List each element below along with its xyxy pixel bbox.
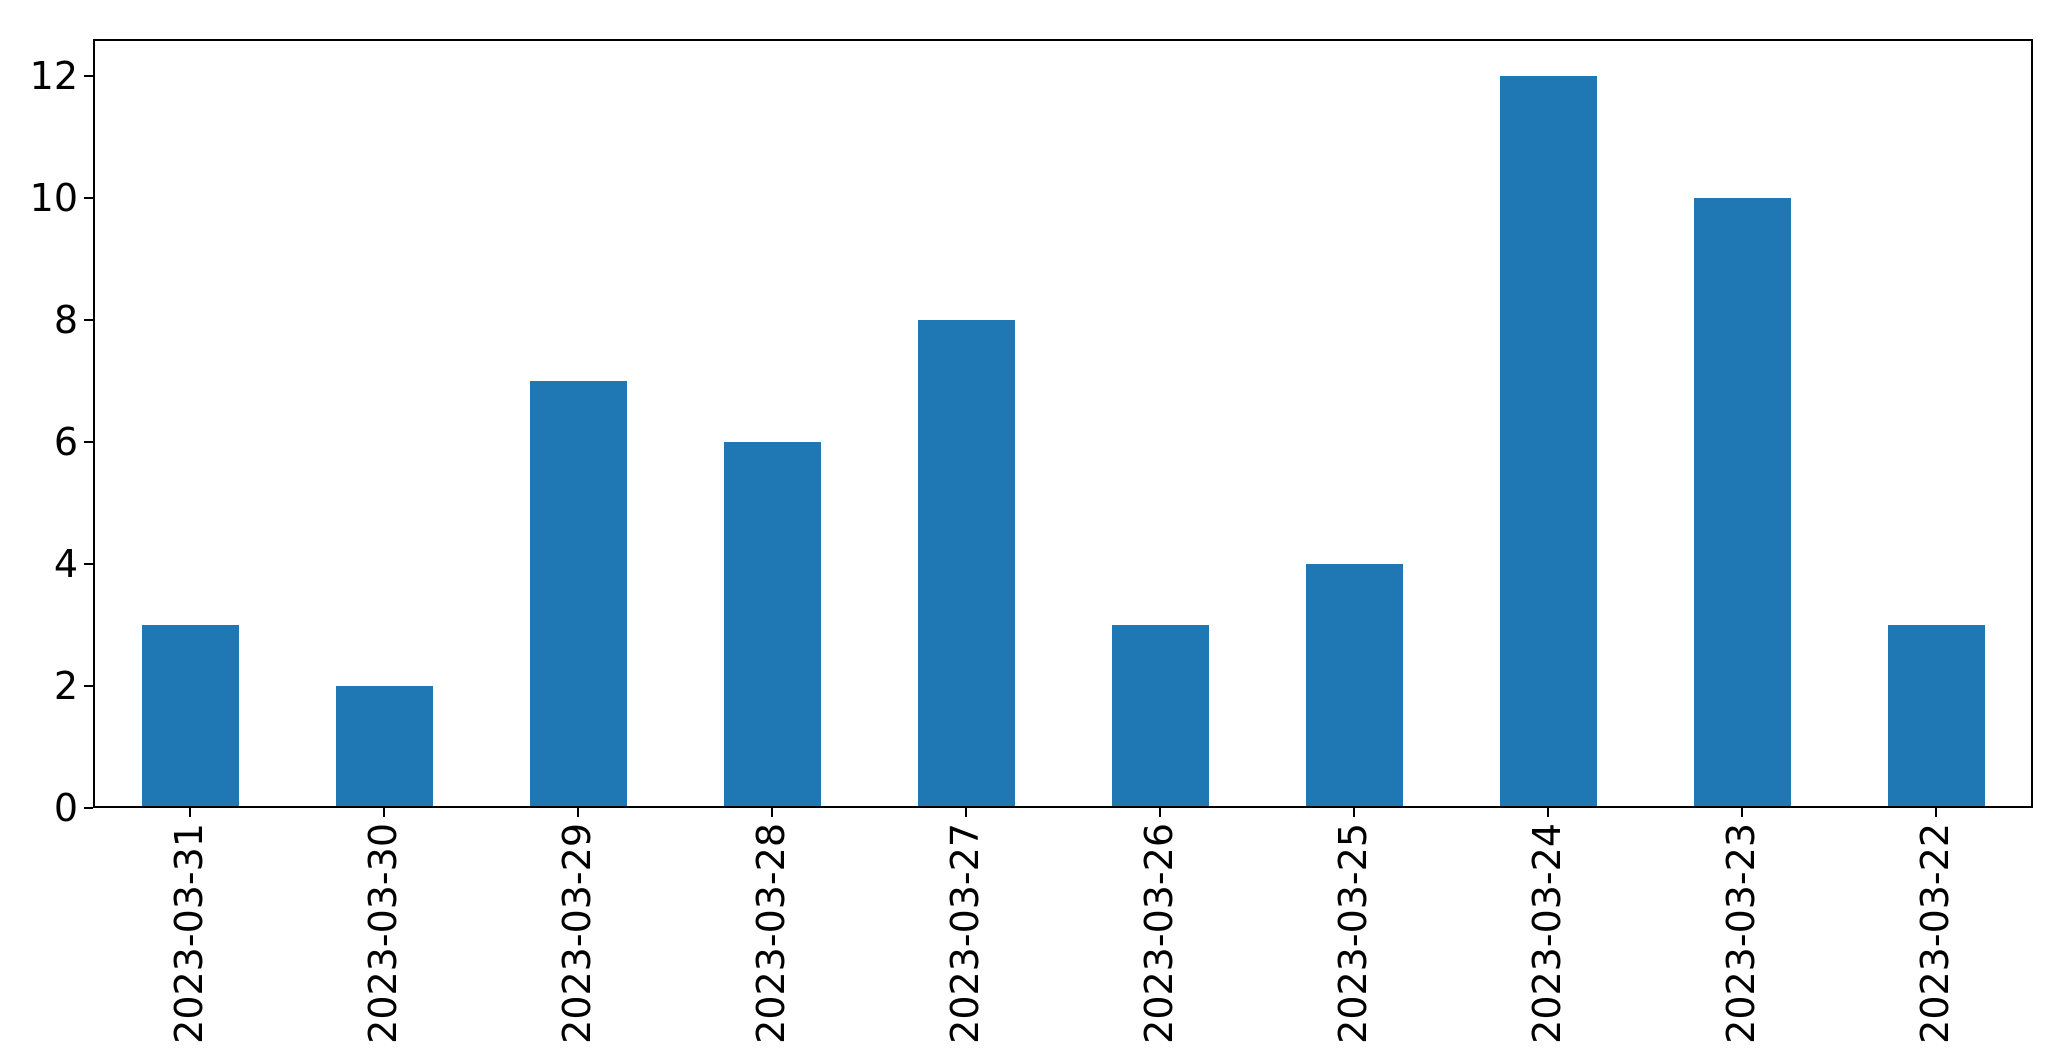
bar-2023-03-23: [1693, 197, 1791, 808]
bar-2023-03-28: [723, 441, 821, 808]
x-tick-label-text: 2023-03-26: [1137, 823, 1182, 1044]
bar-2023-03-24: [1499, 75, 1597, 808]
x-tick: [1935, 808, 1937, 817]
x-tick: [1353, 808, 1355, 817]
x-tick-label-text: 2023-03-23: [1719, 823, 1764, 1044]
bar-2023-03-27: [917, 319, 1015, 808]
y-tick: [84, 807, 93, 809]
x-tick-label-text: 2023-03-28: [749, 823, 794, 1044]
x-tick-label-text: 2023-03-24: [1525, 823, 1570, 1044]
x-tick-label: 2023-03-24: [1525, 823, 1570, 1044]
bar-2023-03-25: [1305, 563, 1403, 808]
x-tick: [577, 808, 579, 817]
x-tick-label-text: 2023-03-30: [361, 823, 406, 1044]
y-tick: [84, 318, 93, 321]
x-tick: [1547, 808, 1549, 817]
x-tick-label-text: 2023-03-22: [1913, 823, 1958, 1044]
bar-2023-03-26: [1111, 624, 1209, 808]
y-tick: [84, 440, 93, 443]
x-tick-label: 2023-03-26: [1137, 823, 1182, 1044]
x-tick-label-text: 2023-03-27: [943, 823, 988, 1044]
x-tick-label: 2023-03-31: [167, 823, 212, 1044]
y-tick: [84, 196, 93, 199]
x-tick: [189, 808, 191, 817]
bar-2023-03-22: [1887, 624, 1985, 808]
x-tick-label-text: 2023-03-25: [1331, 823, 1376, 1044]
x-tick-label-text: 2023-03-29: [555, 823, 600, 1044]
x-tick-label: 2023-03-28: [749, 823, 794, 1044]
x-tick-label: 2023-03-22: [1913, 823, 1958, 1044]
y-tick-label: 8: [53, 297, 78, 342]
bar-2023-03-31: [141, 624, 239, 808]
x-tick-label-text: 2023-03-31: [167, 823, 212, 1044]
y-tick-label: 12: [29, 53, 78, 98]
y-tick-label: 6: [53, 419, 78, 464]
y-tick-label: 0: [53, 786, 78, 830]
x-tick: [771, 808, 773, 817]
y-tick: [84, 74, 93, 77]
plot-area: [93, 39, 2033, 808]
bar-2023-03-30: [335, 685, 433, 808]
x-tick: [1741, 808, 1743, 817]
x-tick-label: 2023-03-29: [555, 823, 600, 1044]
x-tick: [383, 808, 385, 817]
y-tick-label: 10: [29, 175, 78, 220]
x-tick: [1159, 808, 1161, 817]
x-tick-label: 2023-03-23: [1719, 823, 1764, 1044]
y-tick: [84, 562, 93, 565]
x-tick-label: 2023-03-30: [361, 823, 406, 1044]
bar-2023-03-29: [529, 380, 627, 808]
x-tick: [965, 808, 967, 817]
x-tick-label: 2023-03-25: [1331, 823, 1376, 1044]
x-tick-label: 2023-03-27: [943, 823, 988, 1044]
y-tick: [84, 684, 93, 687]
y-tick-label: 2: [53, 663, 78, 708]
y-tick-label: 4: [53, 541, 78, 586]
